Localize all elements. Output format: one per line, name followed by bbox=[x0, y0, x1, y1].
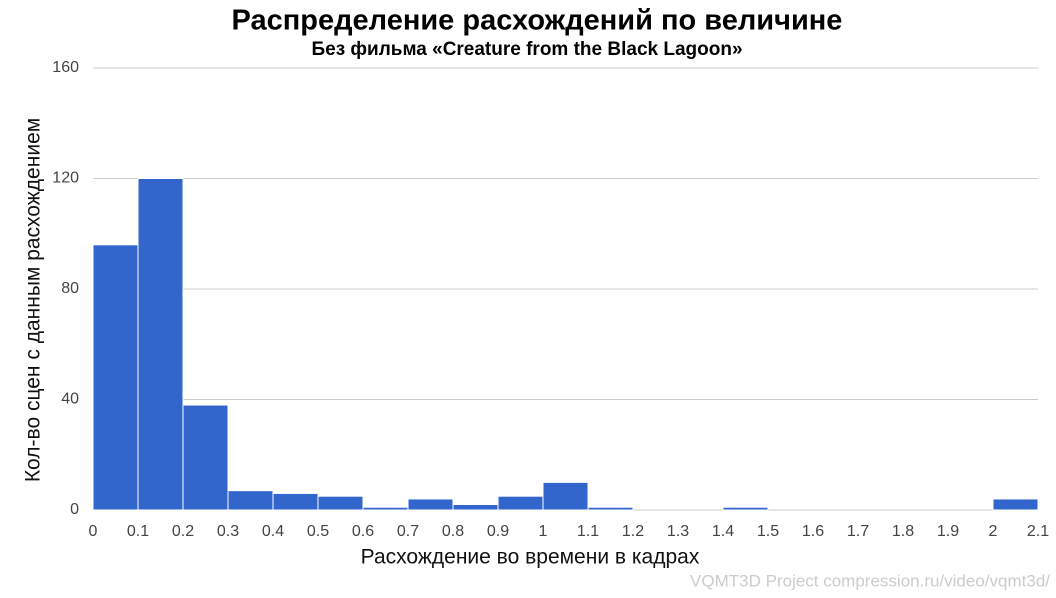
x-tick-label: 1.4 bbox=[712, 523, 734, 540]
x-tick-label: 1.6 bbox=[802, 523, 824, 540]
chart-subtitle: Без фильма «Creature from the Black Lago… bbox=[311, 39, 742, 60]
bar bbox=[317, 495, 364, 511]
y-axis-label: Кол-во сцен с данным расхождением bbox=[22, 118, 45, 482]
x-tick-label: 1.9 bbox=[937, 523, 959, 540]
y-tick-label: 160 bbox=[52, 59, 79, 76]
chart-title: Распределение расхождений по величине bbox=[232, 5, 843, 37]
x-tick-label: 1 bbox=[539, 523, 548, 540]
bar bbox=[272, 492, 319, 511]
x-tick-label: 1.2 bbox=[622, 523, 644, 540]
bar bbox=[407, 498, 454, 511]
x-tick-label: 0.1 bbox=[127, 523, 149, 540]
bar bbox=[452, 503, 499, 511]
bar bbox=[722, 506, 769, 511]
x-axis-label: Расхождение во времени в кадрах bbox=[361, 546, 700, 569]
bar bbox=[362, 506, 409, 511]
x-tick-label: 1.3 bbox=[667, 523, 689, 540]
y-tick-label: 80 bbox=[61, 280, 79, 297]
bar bbox=[227, 490, 274, 511]
x-tick-label: 1.1 bbox=[577, 523, 599, 540]
bar bbox=[92, 244, 139, 511]
x-tick-label: 2 bbox=[989, 523, 998, 540]
x-tick-label: 1.8 bbox=[892, 523, 914, 540]
x-tick-label: 0.6 bbox=[352, 523, 374, 540]
bar bbox=[137, 178, 184, 511]
x-tick-label: 0.5 bbox=[307, 523, 329, 540]
watermark: VQMT3D Project compression.ru/video/vqmt… bbox=[690, 571, 1050, 590]
x-tick-label: 0.8 bbox=[442, 523, 464, 540]
x-tick-label: 2.1 bbox=[1027, 523, 1049, 540]
x-tick-label: 0.3 bbox=[217, 523, 239, 540]
bar bbox=[992, 498, 1039, 511]
bar bbox=[497, 495, 544, 511]
x-tick-label: 1.7 bbox=[847, 523, 869, 540]
bar bbox=[182, 404, 229, 511]
y-tick-label: 40 bbox=[61, 391, 79, 408]
x-tick-label: 0.7 bbox=[397, 523, 419, 540]
x-tick-label: 0.2 bbox=[172, 523, 194, 540]
bar bbox=[542, 481, 589, 511]
x-tick-label: 0.9 bbox=[487, 523, 509, 540]
x-tick-label: 1.5 bbox=[757, 523, 779, 540]
y-tick-label: 120 bbox=[52, 170, 79, 187]
x-tick-label: 0.4 bbox=[262, 523, 284, 540]
bar bbox=[587, 506, 634, 511]
x-tick-label: 0 bbox=[89, 523, 98, 540]
y-tick-label: 0 bbox=[70, 501, 79, 518]
